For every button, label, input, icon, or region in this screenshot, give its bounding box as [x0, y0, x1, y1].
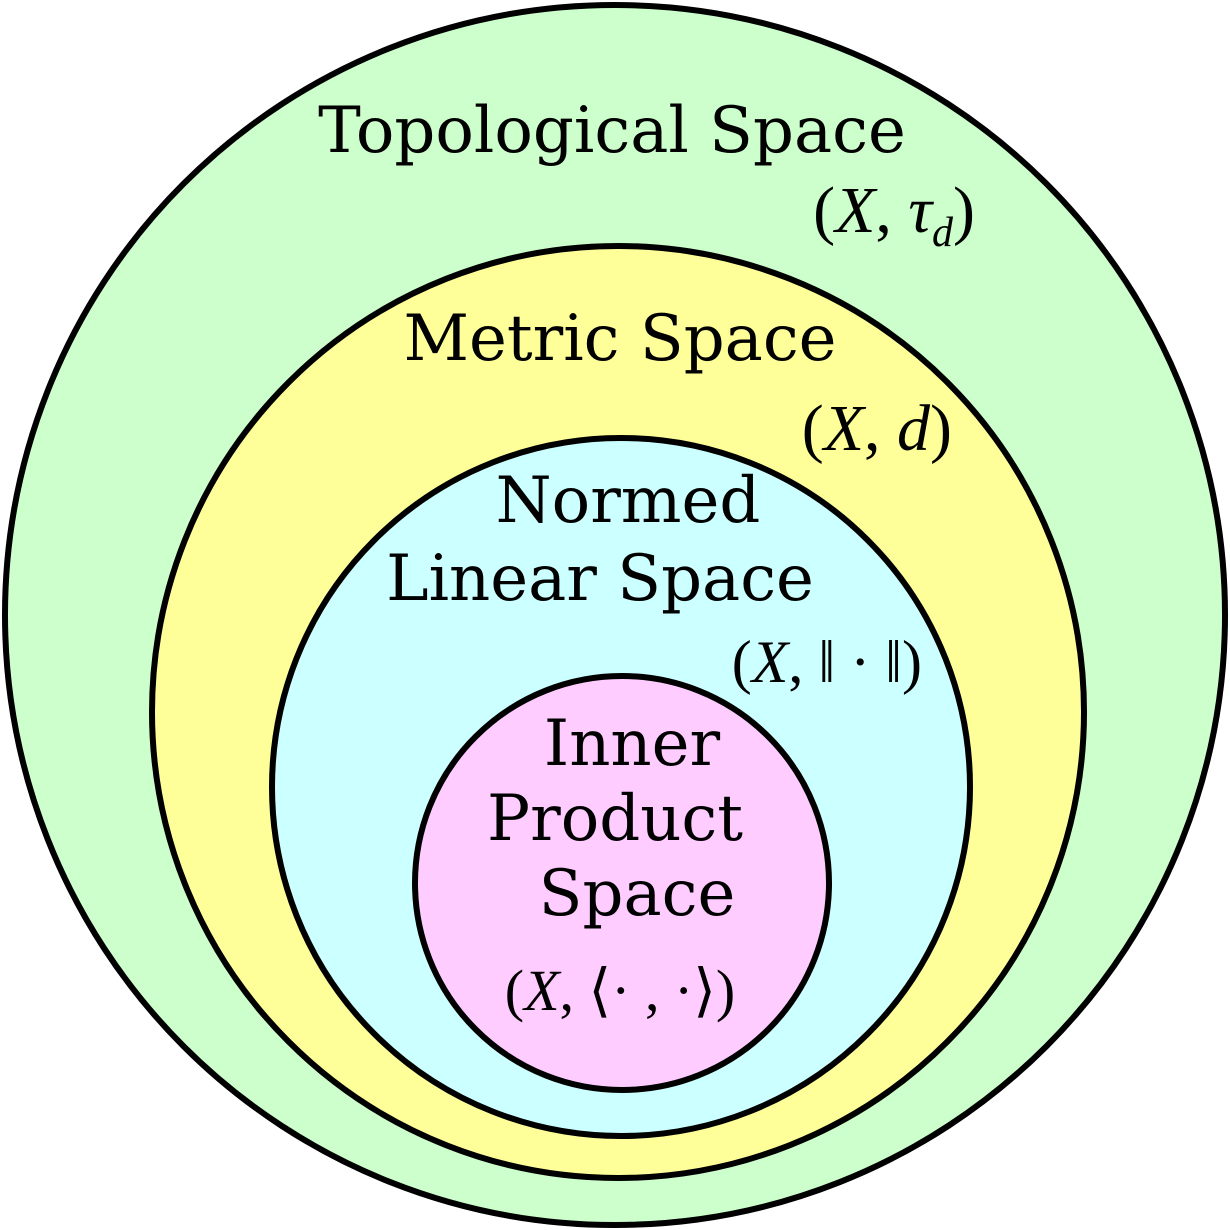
inner-product-notation: (X, ⟨· , ·⟩): [505, 958, 735, 1023]
inner-product-label-line3: Space: [539, 857, 736, 931]
metric-space-notation: (X, d): [802, 392, 952, 465]
topological-space-label: Topological Space: [318, 94, 906, 168]
inner-product-label-line2: Product: [487, 782, 743, 856]
inner-product-space-circle: [412, 673, 832, 1093]
normed-space-label-line2: Linear Space: [386, 542, 814, 616]
metric-space-label: Metric Space: [403, 302, 836, 376]
topological-space-notation: (X, τd): [813, 174, 975, 256]
inner-product-label-line1: Inner: [544, 707, 721, 781]
normed-space-notation: (X, ‖ · ‖): [732, 629, 922, 695]
normed-space-label-line1: Normed: [496, 464, 761, 538]
